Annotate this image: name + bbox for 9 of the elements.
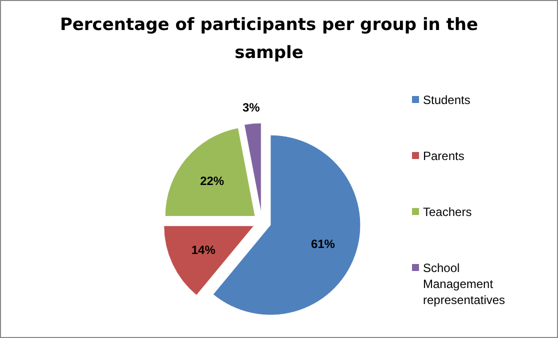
legend-label: Parents xyxy=(423,149,464,163)
data-label: 61% xyxy=(310,237,336,252)
data-label: 3% xyxy=(242,100,260,115)
legend-label: Teachers xyxy=(423,205,472,219)
chart-title: Percentage of participants per group in the sample xyxy=(60,15,478,63)
legend-label: School Management representatives xyxy=(423,261,506,307)
data-label: 22% xyxy=(200,174,224,188)
legend-label: Students xyxy=(423,93,470,107)
data-label: 14% xyxy=(191,242,216,257)
